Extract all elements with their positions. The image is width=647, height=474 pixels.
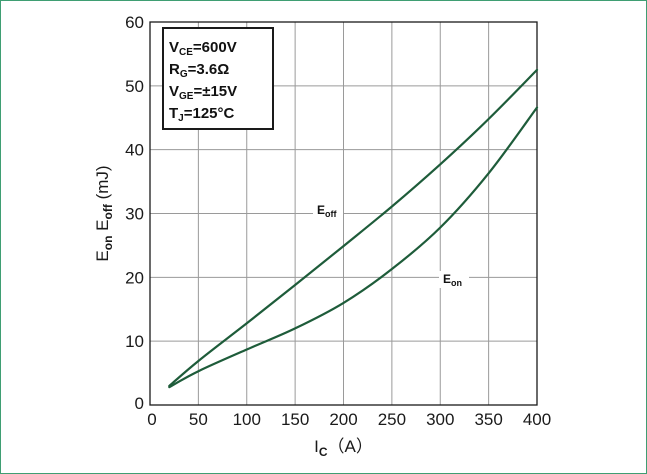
y-axis-label: Eon Eoff (mJ) (93, 165, 115, 261)
curve-label-e-on: Eon (443, 272, 462, 288)
condition-line-3: TJ=125°C (169, 105, 235, 124)
x-tick-100: 100 (233, 410, 261, 429)
y-tick-40: 40 (125, 141, 144, 160)
y-tick-labels: 0 10 20 30 40 50 60 (125, 13, 144, 413)
x-axis-label: IC（A） (314, 437, 373, 459)
x-tick-300: 300 (426, 410, 454, 429)
curve-e-off (168, 68, 539, 387)
y-tick-10: 10 (125, 332, 144, 351)
curves: Eoff Eon (168, 68, 539, 389)
conditions-box-border (162, 27, 274, 130)
x-tick-250: 250 (378, 410, 406, 429)
test-conditions-box: VCE=600V RG=3.6Ω VGE=±15V TJ=125°C (162, 27, 274, 130)
x-tick-150: 150 (281, 410, 309, 429)
curve-label-bg-1 (439, 271, 469, 288)
x-tick-0: 0 (147, 410, 156, 429)
condition-line-1: RG=3.6Ω (169, 61, 229, 80)
x-tick-400: 400 (523, 410, 551, 429)
x-tick-350: 350 (474, 410, 502, 429)
x-tick-labels: 0 50 100 150 200 250 300 350 400 (147, 410, 551, 429)
condition-line-2: VGE=±15V (169, 83, 237, 102)
curve-e-on (168, 106, 539, 389)
curve-label-bg-0 (313, 202, 343, 219)
y-tick-0: 0 (135, 394, 144, 413)
x-tick-200: 200 (329, 410, 357, 429)
y-tick-50: 50 (125, 77, 144, 96)
y-tick-60: 60 (125, 13, 144, 32)
plot-area (149, 21, 538, 406)
x-tick-50: 50 (189, 410, 208, 429)
y-tick-20: 20 (125, 268, 144, 287)
y-tick-30: 30 (125, 205, 144, 224)
curve-label-e-off: Eoff (317, 203, 338, 219)
condition-line-0: VCE=600V (169, 39, 237, 58)
